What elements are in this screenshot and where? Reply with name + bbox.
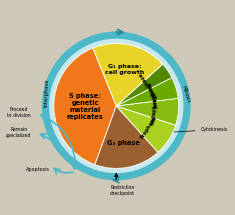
- Wedge shape: [116, 98, 179, 125]
- Text: S phase:
genetic
material
replicates: S phase: genetic material replicates: [67, 93, 103, 120]
- Text: Proceed
to division: Proceed to division: [7, 107, 31, 118]
- Text: G₁ phase:
cell growth: G₁ phase: cell growth: [105, 64, 144, 75]
- Text: Cytokinesis: Cytokinesis: [174, 127, 228, 132]
- Text: Apoptosis: Apoptosis: [26, 167, 50, 172]
- Circle shape: [43, 32, 190, 180]
- Text: Prophase: Prophase: [139, 115, 158, 140]
- Wedge shape: [93, 43, 163, 106]
- Text: Mitosis: Mitosis: [181, 85, 191, 104]
- Circle shape: [50, 39, 183, 172]
- Text: Anaphase: Anaphase: [147, 81, 160, 109]
- Text: Metaphase: Metaphase: [151, 94, 159, 125]
- Text: Remain
specialized: Remain specialized: [6, 127, 31, 138]
- Wedge shape: [116, 106, 176, 152]
- Text: Interphase: Interphase: [43, 78, 49, 106]
- Wedge shape: [95, 106, 158, 168]
- Text: Telophase: Telophase: [138, 71, 158, 97]
- Text: Restriction
checkpoint: Restriction checkpoint: [110, 185, 135, 196]
- Wedge shape: [116, 64, 172, 106]
- Wedge shape: [54, 48, 116, 165]
- Text: G₂ phase: G₂ phase: [107, 140, 140, 146]
- Wedge shape: [116, 78, 178, 106]
